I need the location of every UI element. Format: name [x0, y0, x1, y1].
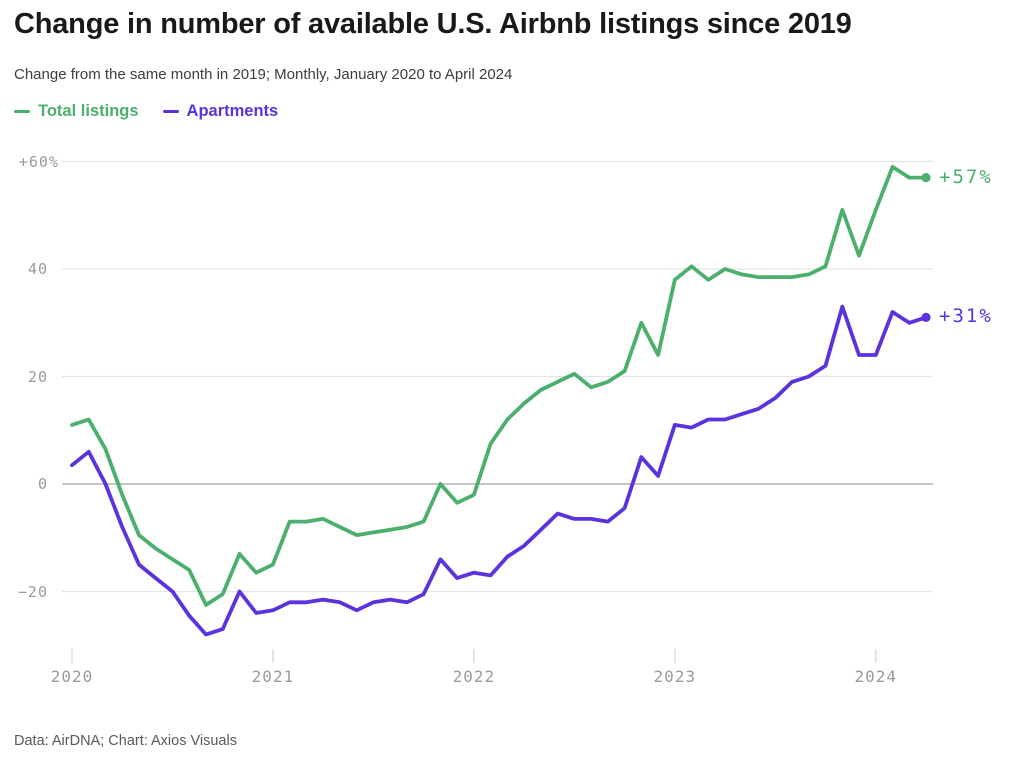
source-credit: Data: AirDNA; Chart: Axios Visuals [14, 733, 237, 749]
chart-title: Change in number of available U.S. Airbn… [14, 8, 852, 40]
legend-item-apartments: Apartments [162, 102, 279, 121]
series-end-dot-apartments [921, 312, 931, 322]
series-end-dot-total-listings [921, 173, 931, 183]
chart-subtitle: Change from the same month in 2019; Mont… [14, 66, 513, 83]
legend-label-total-listings: Total listings [38, 102, 139, 120]
total-listings-swatch-icon [14, 109, 30, 114]
legend-label-apartments: Apartments [186, 102, 279, 120]
series-line-apartments [70, 304, 928, 637]
series-line-total-listings [70, 164, 928, 607]
apartments-swatch-icon [162, 109, 179, 114]
chart-legend: Total listings Apartments [14, 102, 302, 121]
legend-item-total-listings: Total listings [14, 102, 139, 121]
